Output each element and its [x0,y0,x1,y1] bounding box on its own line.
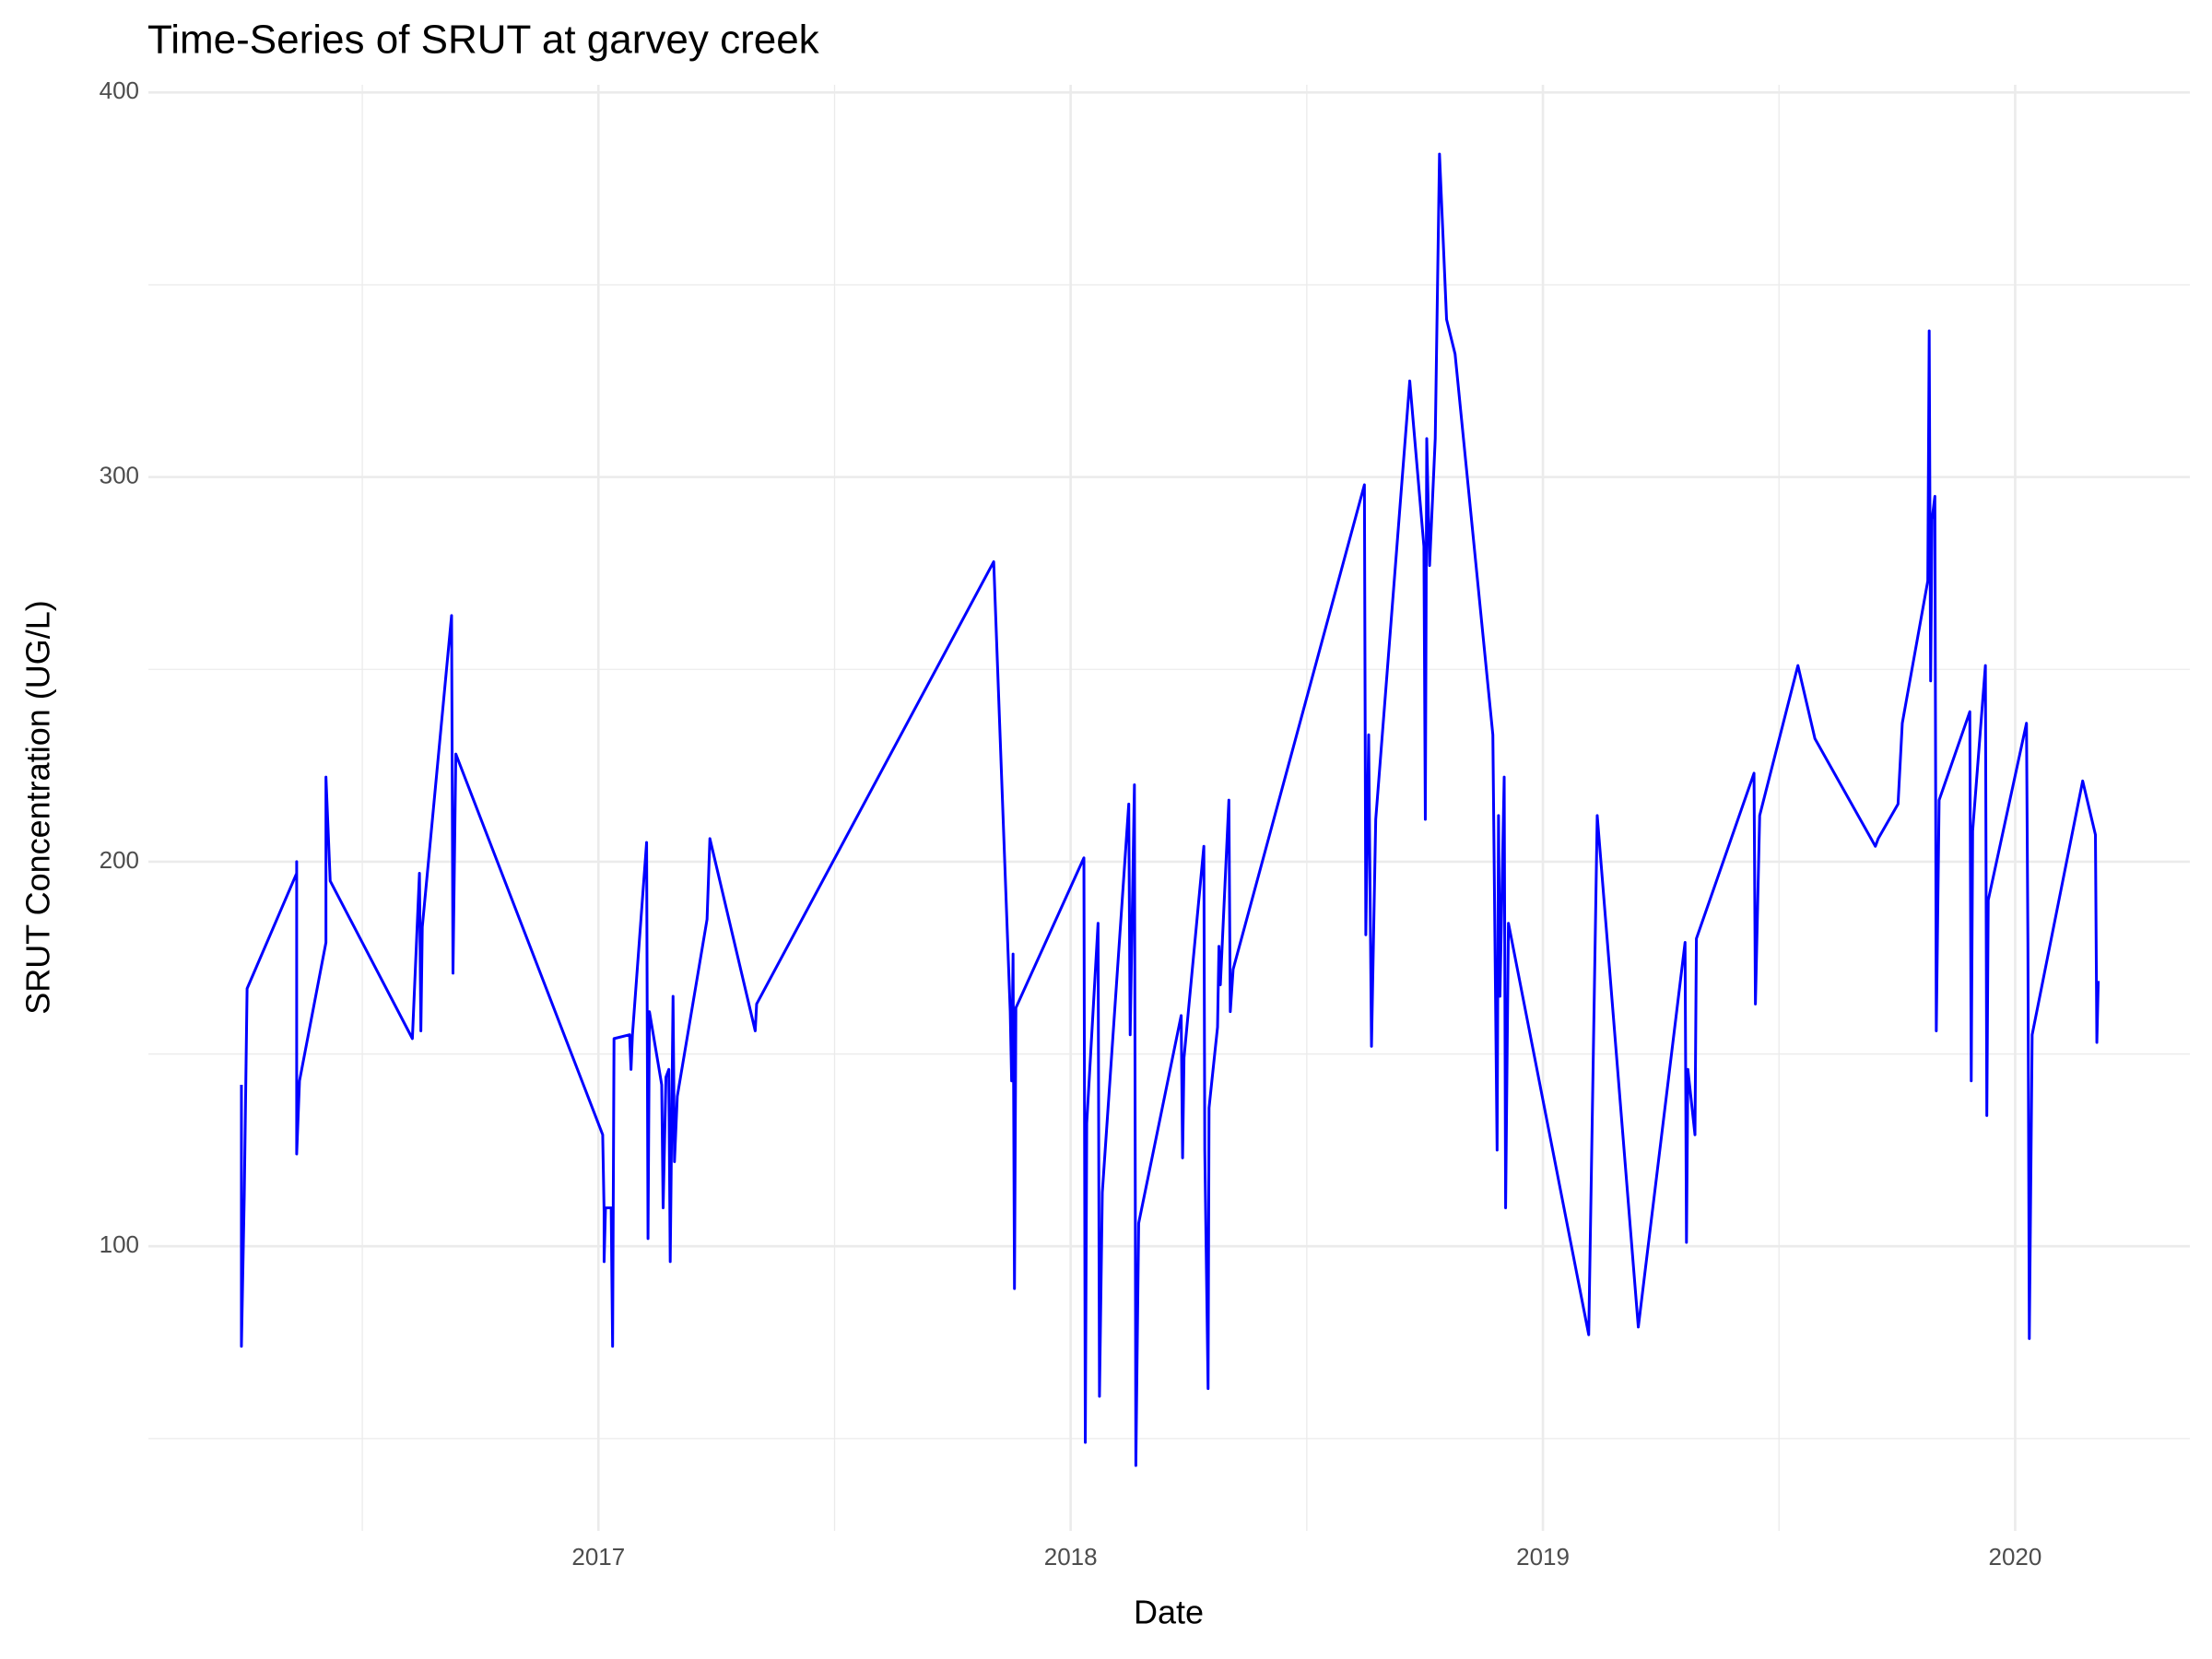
x-axis-title: Date [1134,1594,1204,1631]
x-tick-label: 2018 [1044,1543,1098,1571]
y-tick-label: 300 [100,462,139,489]
chart-title: Time-Series of SRUT at garvey creek [147,18,820,63]
y-tick-label: 200 [100,846,139,874]
y-tick-label: 400 [100,76,139,104]
x-tick-label: 2020 [1988,1543,2041,1571]
data-line [240,152,2100,1467]
y-axis-title: SRUT Concentration (UG/L) [19,600,57,1015]
y-tick-label: 100 [100,1230,139,1258]
x-tick-label: 2017 [571,1543,625,1571]
x-tick-label: 2019 [1516,1543,1570,1571]
